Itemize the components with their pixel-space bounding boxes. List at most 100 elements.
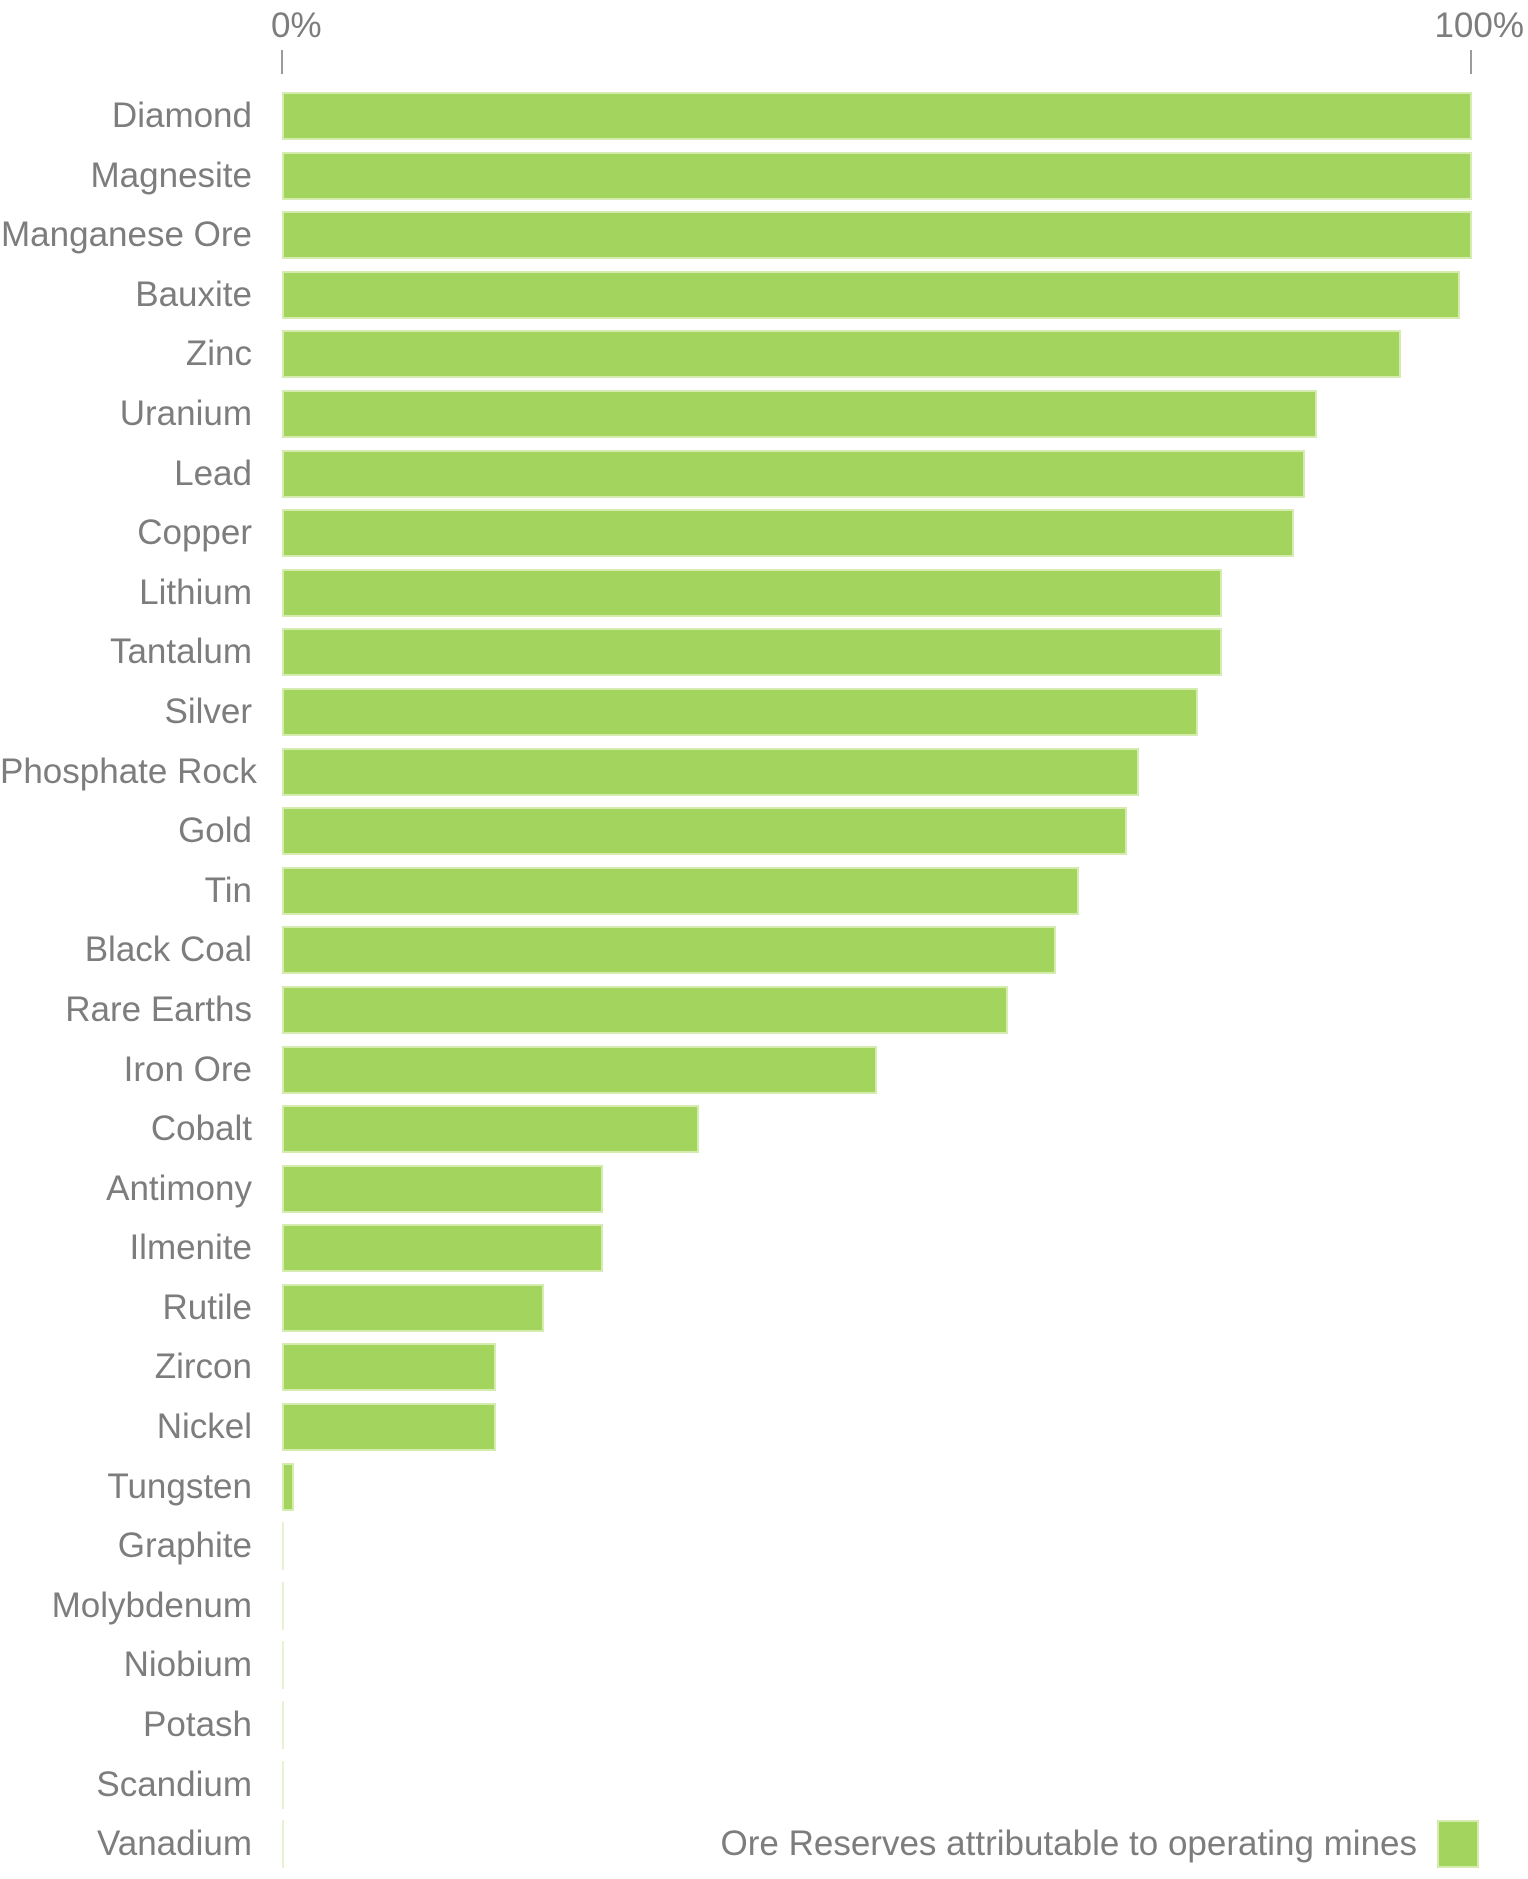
category-label: Zircon [154,1347,252,1387]
bar-row: Vanadium [0,1820,1528,1879]
bar [282,1224,604,1273]
category-label: Rutile [162,1287,252,1327]
bar-track [282,568,1472,617]
category-label: Niobium [123,1645,252,1685]
bar [282,1283,544,1332]
zero-baseline [282,1581,284,1630]
x-axis-tick-label-0: 0% [271,6,322,45]
bar-row: Potash [0,1701,1528,1761]
bar-track [282,926,1472,975]
category-label: Lead [174,453,252,493]
bar-row: Magnesite [0,151,1528,212]
category-label: Diamond [111,96,252,135]
bar-row: Tantalum [0,628,1528,688]
bar [282,568,1223,617]
bar-row: Zinc [0,330,1528,390]
category-label: Silver [164,691,252,731]
bar-row: Zircon [0,1343,1528,1403]
bar [282,151,1472,200]
bar [282,926,1056,975]
bar-track [282,687,1472,736]
zero-baseline [282,1820,284,1869]
category-label: Nickel [156,1407,252,1447]
category-label: Tantalum [109,632,252,672]
bar-track [282,1045,1472,1094]
bar-row: Rutile [0,1283,1528,1344]
bar [282,807,1127,856]
bar-track [282,211,1472,260]
bar-track [282,330,1472,379]
category-label: Tungsten [107,1466,252,1506]
bar-row: Nickel [0,1403,1528,1463]
bar [282,985,1008,1034]
bar [282,1403,497,1452]
bar-track [282,1701,1472,1750]
category-label: Zinc [185,334,252,374]
category-label: Vanadium [96,1824,252,1864]
bar [282,687,1199,736]
bar-track [282,151,1472,200]
zero-baseline [282,1760,284,1809]
category-label: Cobalt [150,1109,252,1149]
bar-row: Cobalt [0,1105,1528,1165]
bar [282,628,1223,677]
bar-track [282,1343,1472,1392]
bar-row: Graphite [0,1522,1528,1582]
bar-row: Diamond [0,92,1528,152]
bar [282,1045,877,1094]
category-label: Tin [204,870,252,910]
bar-track [282,866,1472,915]
legend: Ore Reserves attributable to operating m… [0,1820,1528,1868]
category-label: Bauxite [135,274,252,314]
bar-row: Lead [0,449,1528,510]
bar-track [282,92,1472,140]
bar [282,330,1401,379]
bar-track [282,1164,1472,1213]
category-label: Magnesite [90,155,252,195]
bar [282,389,1318,438]
bar-track [282,1403,1472,1452]
bar-row: Black Coal [0,926,1528,986]
bar-row: Uranium [0,389,1528,450]
bar-track [282,509,1472,558]
legend-label: Ore Reserves attributable to operating m… [720,1824,1417,1863]
bar-track [282,1820,1472,1869]
category-label: Iron Ore [123,1049,252,1089]
bar-track [282,1522,1472,1571]
bar-row: Tin [0,866,1528,927]
bar-track [282,807,1472,856]
category-label: Black Coal [84,930,252,970]
bar-row: Ilmenite [0,1224,1528,1284]
bar [282,92,1472,140]
zero-baseline [282,1641,284,1690]
bar [282,1462,294,1511]
category-label: Manganese Ore [1,215,252,255]
bar-track [282,747,1472,796]
bar-row: Scandium [0,1760,1528,1821]
bar-row: Manganese Ore [0,211,1528,271]
bar-track [282,449,1472,498]
bar-track [282,1462,1472,1511]
bar [282,866,1080,915]
category-label: Graphite [117,1526,252,1566]
x-axis-tick-label-100: 100% [1434,6,1524,45]
bar-row: Niobium [0,1641,1528,1701]
bar-row: Iron Ore [0,1045,1528,1106]
bar-track [282,1224,1472,1273]
bar-row: Copper [0,509,1528,569]
bar [282,211,1472,260]
bar-track [282,1283,1472,1332]
legend-swatch [1437,1820,1479,1868]
x-axis-tick-mark-0 [281,50,283,74]
bar-track [282,1641,1472,1690]
bar-row: Lithium [0,568,1528,629]
bar-track [282,1105,1472,1154]
bar-track [282,628,1472,677]
category-label: Rare Earths [65,989,252,1029]
bar [282,1164,604,1213]
bar-row: Silver [0,687,1528,748]
bar-row: Gold [0,807,1528,867]
bar-row: Rare Earths [0,985,1528,1046]
x-axis-tick-mark-100 [1470,50,1472,74]
